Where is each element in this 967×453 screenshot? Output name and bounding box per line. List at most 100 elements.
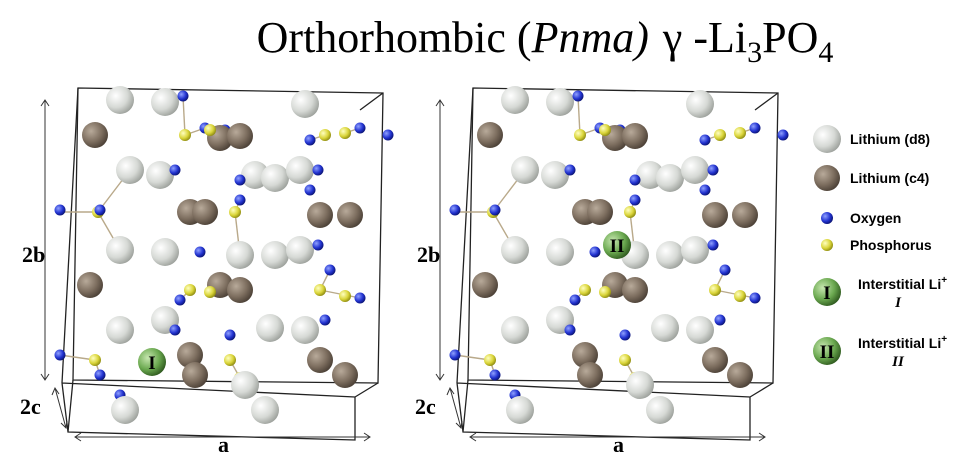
lithium-d8-atom [541,161,569,189]
interstitial-badge: II [610,236,625,257]
legend-numeral: II [891,354,905,370]
lithium-d8-atom [286,236,314,264]
lithium-d8-atom [151,238,179,266]
phosphorus-atom [734,290,746,302]
phosphorus-atom [204,124,216,136]
oxygen-atom [750,123,761,134]
lithium-c4-atom [182,362,208,388]
legend-badge: II [820,342,835,363]
oxygen-atom [630,195,641,206]
lithium-c4-atom [702,347,728,373]
oxygen-atom [313,240,324,251]
legend-label: Lithium (c4) [850,170,929,186]
phosphorus-atom [599,124,611,136]
oxygen-atom [55,205,66,216]
legend-label: Interstitial Li+ [858,334,947,351]
oxygen-atom [708,240,719,251]
phosphorus-atom [339,127,351,139]
legend-symbol [814,165,840,191]
title: Orthorhombic (Pnma)γ -Li3PO4 [257,13,834,69]
lithium-c4-atom [227,277,253,303]
lithium-d8-atom [291,90,319,118]
dimension-label: 2c [415,394,436,419]
oxygen-atom [570,295,581,306]
oxygen-atom [565,165,576,176]
oxygen-atom [630,175,641,186]
oxygen-atom [355,293,366,304]
legend-label-sup: + [941,275,947,286]
dimension-label: 2b [417,242,440,267]
oxygen-atom [178,91,189,102]
legend-label: Oxygen [850,210,901,226]
title-text: PO [762,13,818,62]
lithium-d8-atom [656,241,684,269]
lithium-d8-atom [106,236,134,264]
oxygen-atom [750,293,761,304]
phosphorus-atom [579,284,591,296]
lithium-c4-atom [82,122,108,148]
phosphorus-atom [204,286,216,298]
oxygen-atom [590,247,601,258]
lithium-d8-atom [106,316,134,344]
oxygen-atom [715,315,726,326]
lithium-d8-atom [511,156,539,184]
lithium-d8-atom [501,316,529,344]
lithium-d8-atom [291,316,319,344]
oxygen-atom [195,247,206,258]
lithium-d8-atom [681,156,709,184]
oxygen-atom [700,185,711,196]
dimension-arrow [436,100,444,380]
lithium-d8-atom [151,88,179,116]
lithium-d8-atom [116,156,144,184]
oxygen-atom [490,370,501,381]
lithium-d8-atom [261,241,289,269]
dimension-arrow [41,100,49,380]
lithium-d8-atom [261,164,289,192]
oxygen-atom [778,130,789,141]
phosphorus-atom [224,354,236,366]
lithium-c4-atom [587,199,613,225]
oxygen-atom [700,135,711,146]
lithium-d8-atom [626,371,654,399]
oxygen-atom [95,370,106,381]
oxygen-atom [235,195,246,206]
phosphorus-atom [319,129,331,141]
oxygen-atom [325,265,336,276]
lithium-c4-atom [727,362,753,388]
lithium-c4-atom [477,122,503,148]
lithium-d8-atom [501,86,529,114]
lithium-c4-atom [702,202,728,228]
lithium-d8-atom [146,161,174,189]
phosphorus-atom [89,354,101,366]
oxygen-atom [355,123,366,134]
phosphorus-atom [229,206,241,218]
title-text: 4 [818,36,833,69]
legend-numeral: I [894,295,902,311]
lithium-d8-atom [501,236,529,264]
oxygen-atom [235,175,246,186]
lithium-d8-atom [651,314,679,342]
oxygen-atom [170,325,181,336]
oxygen-atom [573,91,584,102]
lithium-d8-atom [226,241,254,269]
oxygen-atom [95,205,106,216]
phosphorus-atom [179,129,191,141]
oxygen-atom [55,350,66,361]
lithium-d8-atom [686,90,714,118]
phosphorus-atom [599,286,611,298]
lithium-c4-atom [227,123,253,149]
lithium-d8-atom [546,238,574,266]
legend-label-sup: + [941,334,947,345]
oxygen-atom [720,265,731,276]
legend-label: Lithium (d8) [850,131,930,147]
lithium-d8-atom [251,396,279,424]
oxygen-atom [620,330,631,341]
lithium-d8-atom [231,371,259,399]
phosphorus-atom [624,206,636,218]
oxygen-atom [313,165,324,176]
phosphorus-atom [709,284,721,296]
legend-symbol [821,212,833,224]
phosphorus-atom [339,290,351,302]
lithium-c4-atom [622,277,648,303]
